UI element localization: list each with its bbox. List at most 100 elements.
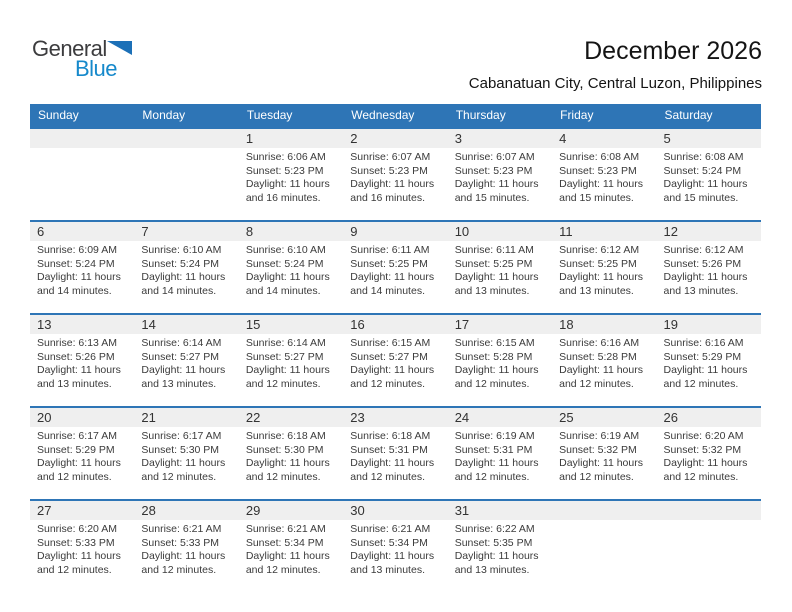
day-cell: 17 Sunrise: 6:15 AM Sunset: 5:28 PM Dayligh… [447, 313, 553, 407]
empty-day-cell [134, 127, 239, 221]
day-number: 29 [238, 501, 344, 520]
daylight-line: Daylight: 11 hours and 12 minutes. [663, 457, 748, 483]
day-cell: 21 Sunrise: 6:17 AM Sunset: 5:30 PM Dayligh… [134, 406, 239, 500]
day-details: Sunrise: 6:16 AM Sunset: 5:28 PM Daylight:… [552, 334, 656, 391]
sunset-line: Sunset: 5:27 PM [141, 350, 220, 363]
day-details: Sunrise: 6:19 AM Sunset: 5:31 PM Daylight:… [448, 427, 552, 484]
day-details: Sunrise: 6:14 AM Sunset: 5:27 PM Daylight:… [134, 334, 238, 391]
daylight-line: Daylight: 11 hours and 12 minutes. [350, 364, 435, 390]
logo-text-general: General [32, 36, 107, 61]
daylight-line: Daylight: 11 hours and 14 minutes. [37, 271, 121, 297]
daylight-line: Daylight: 11 hours and 12 minutes. [559, 364, 643, 390]
day-details: Sunrise: 6:21 AM Sunset: 5:34 PM Daylight:… [343, 520, 447, 577]
daylight-line: Daylight: 11 hours and 14 minutes. [141, 271, 226, 297]
sunset-line: Sunset: 5:33 PM [37, 536, 115, 549]
day-details: Sunrise: 6:08 AM Sunset: 5:23 PM Daylight:… [552, 148, 656, 205]
day-cell: 14 Sunrise: 6:14 AM Sunset: 5:27 PM Dayligh… [134, 313, 239, 407]
sunset-line: Sunset: 5:25 PM [454, 257, 533, 270]
day-number [30, 129, 135, 148]
sunrise-line: Sunrise: 6:10 AM [141, 244, 222, 256]
sunrise-line: Sunrise: 6:17 AM [141, 430, 222, 442]
day-details: Sunrise: 6:21 AM Sunset: 5:33 PM Daylight:… [134, 520, 238, 577]
day-details: Sunrise: 6:18 AM Sunset: 5:31 PM Daylight:… [343, 427, 447, 484]
day-cell: 13 Sunrise: 6:13 AM Sunset: 5:26 PM Dayligh… [30, 313, 135, 407]
daylight-line: Daylight: 11 hours and 12 minutes. [141, 457, 226, 483]
daylight-line: Daylight: 11 hours and 12 minutes. [663, 364, 748, 390]
sunset-line: Sunset: 5:35 PM [454, 536, 533, 549]
sunset-line: Sunset: 5:32 PM [663, 443, 742, 456]
sunset-line: Sunset: 5:24 PM [663, 164, 742, 177]
sunrise-line: Sunrise: 6:14 AM [141, 337, 222, 349]
day-number [134, 129, 239, 148]
day-number: 20 [30, 408, 135, 427]
day-number: 26 [656, 408, 761, 427]
day-cell: 4 Sunrise: 6:08 AM Sunset: 5:23 PM Daylight… [552, 127, 657, 221]
daylight-line: Daylight: 11 hours and 13 minutes. [454, 271, 539, 297]
day-number: 11 [552, 222, 657, 241]
sunrise-line: Sunrise: 6:21 AM [141, 523, 222, 535]
day-details: Sunrise: 6:15 AM Sunset: 5:27 PM Daylight:… [343, 334, 447, 391]
daylight-line: Daylight: 11 hours and 12 minutes. [245, 364, 330, 390]
sunrise-line: Sunrise: 6:10 AM [245, 244, 326, 256]
sunset-line: Sunset: 5:25 PM [559, 257, 637, 270]
sunset-line: Sunset: 5:29 PM [37, 443, 115, 456]
weekday-header-monday: Monday [134, 104, 239, 128]
daylight-line: Daylight: 11 hours and 13 minutes. [559, 271, 643, 297]
sunrise-line: Sunrise: 6:09 AM [37, 244, 117, 256]
day-number: 7 [134, 222, 239, 241]
sunset-line: Sunset: 5:31 PM [350, 443, 428, 456]
sunset-line: Sunset: 5:24 PM [245, 257, 324, 270]
sunrise-line: Sunrise: 6:11 AM [350, 244, 430, 256]
day-number: 15 [238, 315, 344, 334]
daylight-line: Daylight: 11 hours and 12 minutes. [559, 457, 643, 483]
week-row: 13 Sunrise: 6:13 AM Sunset: 5:26 PM Dayligh… [30, 313, 761, 407]
day-cell: 10 Sunrise: 6:11 AM Sunset: 5:25 PM Dayligh… [447, 220, 553, 314]
sunrise-line: Sunrise: 6:11 AM [454, 244, 534, 256]
day-number: 6 [30, 222, 135, 241]
day-number: 3 [447, 129, 553, 148]
day-cell: 2 Sunrise: 6:07 AM Sunset: 5:23 PM Daylight… [343, 127, 448, 221]
sunset-line: Sunset: 5:34 PM [350, 536, 428, 549]
sunset-line: Sunset: 5:23 PM [245, 164, 324, 177]
day-cell: 15 Sunrise: 6:14 AM Sunset: 5:27 PM Dayligh… [238, 313, 344, 407]
sunset-line: Sunset: 5:29 PM [663, 350, 742, 363]
day-number: 1 [238, 129, 344, 148]
day-details: Sunrise: 6:16 AM Sunset: 5:29 PM Daylight:… [657, 334, 761, 391]
day-details: Sunrise: 6:10 AM Sunset: 5:24 PM Daylight:… [239, 241, 343, 298]
day-cell: 16 Sunrise: 6:15 AM Sunset: 5:27 PM Dayligh… [343, 313, 448, 407]
day-number [656, 501, 761, 520]
sunset-line: Sunset: 5:25 PM [350, 257, 428, 270]
day-details: Sunrise: 6:11 AM Sunset: 5:25 PM Daylight:… [448, 241, 552, 298]
weekday-header-saturday: Saturday [656, 104, 761, 128]
sunrise-line: Sunrise: 6:08 AM [663, 151, 744, 163]
sunrise-line: Sunrise: 6:07 AM [454, 151, 535, 163]
day-cell: 30 Sunrise: 6:21 AM Sunset: 5:34 PM Dayligh… [343, 499, 448, 593]
daylight-line: Daylight: 11 hours and 12 minutes. [245, 457, 330, 483]
daylight-line: Daylight: 11 hours and 14 minutes. [350, 271, 435, 297]
empty-day-cell [656, 499, 761, 593]
sunset-line: Sunset: 5:26 PM [37, 350, 115, 363]
daylight-line: Daylight: 11 hours and 16 minutes. [350, 178, 435, 204]
day-cell: 31 Sunrise: 6:22 AM Sunset: 5:35 PM Dayligh… [447, 499, 553, 593]
sunrise-line: Sunrise: 6:21 AM [350, 523, 431, 535]
daylight-line: Daylight: 11 hours and 15 minutes. [454, 178, 539, 204]
day-details: Sunrise: 6:12 AM Sunset: 5:26 PM Daylight:… [657, 241, 761, 298]
day-details: Sunrise: 6:20 AM Sunset: 5:33 PM Daylight:… [30, 520, 134, 577]
day-details: Sunrise: 6:13 AM Sunset: 5:26 PM Daylight:… [30, 334, 134, 391]
week-row: 1 Sunrise: 6:06 AM Sunset: 5:23 PM Daylight… [30, 127, 761, 221]
sunrise-line: Sunrise: 6:08 AM [559, 151, 640, 163]
day-cell: 20 Sunrise: 6:17 AM Sunset: 5:29 PM Dayligh… [30, 406, 135, 500]
day-number: 31 [447, 501, 553, 520]
sunrise-line: Sunrise: 6:12 AM [663, 244, 744, 256]
sunrise-line: Sunrise: 6:18 AM [245, 430, 326, 442]
day-number: 18 [552, 315, 657, 334]
daylight-line: Daylight: 11 hours and 12 minutes. [454, 364, 539, 390]
daylight-line: Daylight: 11 hours and 16 minutes. [245, 178, 330, 204]
sunrise-line: Sunrise: 6:12 AM [559, 244, 640, 256]
day-details: Sunrise: 6:21 AM Sunset: 5:34 PM Daylight:… [239, 520, 343, 577]
daylight-line: Daylight: 11 hours and 15 minutes. [559, 178, 643, 204]
day-number: 9 [343, 222, 448, 241]
day-cell: 24 Sunrise: 6:19 AM Sunset: 5:31 PM Dayligh… [447, 406, 553, 500]
day-cell: 27 Sunrise: 6:20 AM Sunset: 5:33 PM Dayligh… [30, 499, 135, 593]
